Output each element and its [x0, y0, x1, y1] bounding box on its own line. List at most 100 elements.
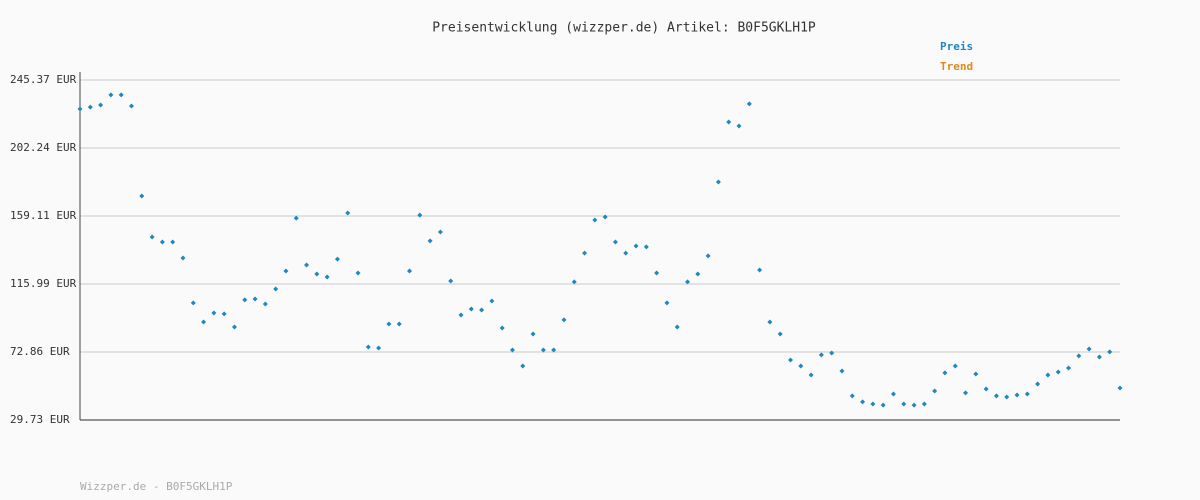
point-marker [242, 297, 248, 303]
point-marker [231, 324, 237, 330]
point-marker [1117, 385, 1123, 391]
point-marker [283, 268, 289, 274]
point-marker [643, 244, 649, 250]
point-marker [901, 401, 907, 407]
point-marker [808, 372, 814, 378]
point-marker [726, 119, 732, 125]
point-marker [736, 123, 742, 129]
point-marker [911, 402, 917, 408]
point-marker [437, 229, 443, 235]
point-marker [98, 102, 104, 108]
point-marker [1086, 346, 1092, 352]
point-marker [262, 301, 268, 307]
y-tick-label: 115.99 EUR [10, 277, 77, 290]
point-marker [551, 347, 557, 353]
point-marker [839, 368, 845, 374]
point-marker [489, 298, 495, 304]
point-marker [983, 386, 989, 392]
y-tick-label: 202.24 EUR [10, 141, 77, 154]
point-marker [1024, 391, 1030, 397]
point-marker [190, 300, 196, 306]
point-marker [612, 239, 618, 245]
point-marker [942, 370, 948, 376]
point-marker [386, 321, 392, 327]
point-marker [345, 210, 351, 216]
point-marker [654, 270, 660, 276]
point-marker [746, 101, 752, 107]
point-marker [757, 267, 763, 273]
y-tick-label: 29.73 EUR [10, 413, 70, 426]
point-marker [468, 306, 474, 312]
footer: Wizzper.de - B0F5GKLH1P [80, 480, 233, 493]
point-marker [273, 286, 279, 292]
point-marker [582, 250, 588, 256]
point-marker [1096, 354, 1102, 360]
point-marker [818, 352, 824, 358]
point-marker [695, 271, 701, 277]
point-marker [592, 217, 598, 223]
point-marker [448, 278, 454, 284]
point-marker [118, 92, 124, 98]
point-marker [304, 262, 310, 268]
point-marker [715, 179, 721, 185]
point-marker [685, 279, 691, 285]
point-marker [201, 319, 207, 325]
point-marker [664, 300, 670, 306]
point-marker [211, 310, 217, 316]
point-marker [520, 363, 526, 369]
y-tick-label: 245.37 EUR [10, 73, 77, 86]
point-marker [108, 92, 114, 98]
point-marker [602, 214, 608, 220]
point-marker [787, 357, 793, 363]
point-marker [993, 393, 999, 399]
point-marker [417, 212, 423, 218]
point-marker [777, 331, 783, 337]
point-marker [499, 325, 505, 331]
y-tick-label: 72.86 EUR [10, 345, 70, 358]
point-marker [149, 234, 155, 240]
point-marker [128, 103, 134, 109]
point-marker [705, 253, 711, 259]
point-marker [509, 347, 515, 353]
point-marker [458, 312, 464, 318]
point-marker [623, 250, 629, 256]
point-marker [180, 255, 186, 261]
point-marker [77, 106, 83, 112]
point-marker [870, 401, 876, 407]
point-marker [798, 363, 804, 369]
point-marker [427, 238, 433, 244]
point-marker [571, 279, 577, 285]
point-marker [396, 321, 402, 327]
point-marker [1014, 392, 1020, 398]
point-marker [633, 243, 639, 249]
point-marker [932, 388, 938, 394]
point-marker [170, 239, 176, 245]
point-marker [334, 256, 340, 262]
point-marker [365, 344, 371, 350]
point-marker [973, 371, 979, 377]
point-marker [1066, 365, 1072, 371]
point-marker [829, 350, 835, 356]
point-marker [963, 390, 969, 396]
point-marker [1107, 349, 1113, 355]
point-marker [952, 363, 958, 369]
point-marker [1045, 372, 1051, 378]
point-marker [674, 324, 680, 330]
point-marker [221, 311, 227, 317]
point-marker [880, 402, 886, 408]
point-marker [1055, 369, 1061, 375]
point-marker [1004, 394, 1010, 400]
point-marker [890, 391, 896, 397]
point-marker [860, 399, 866, 405]
point-marker [293, 215, 299, 221]
point-marker [1035, 381, 1041, 387]
point-marker [530, 331, 536, 337]
point-marker [252, 296, 258, 302]
chart-title: Preisentwicklung (wizzper.de) Artikel: B… [432, 21, 816, 36]
point-marker [314, 271, 320, 277]
point-marker [561, 317, 567, 323]
point-marker [159, 239, 165, 245]
point-marker [355, 270, 361, 276]
